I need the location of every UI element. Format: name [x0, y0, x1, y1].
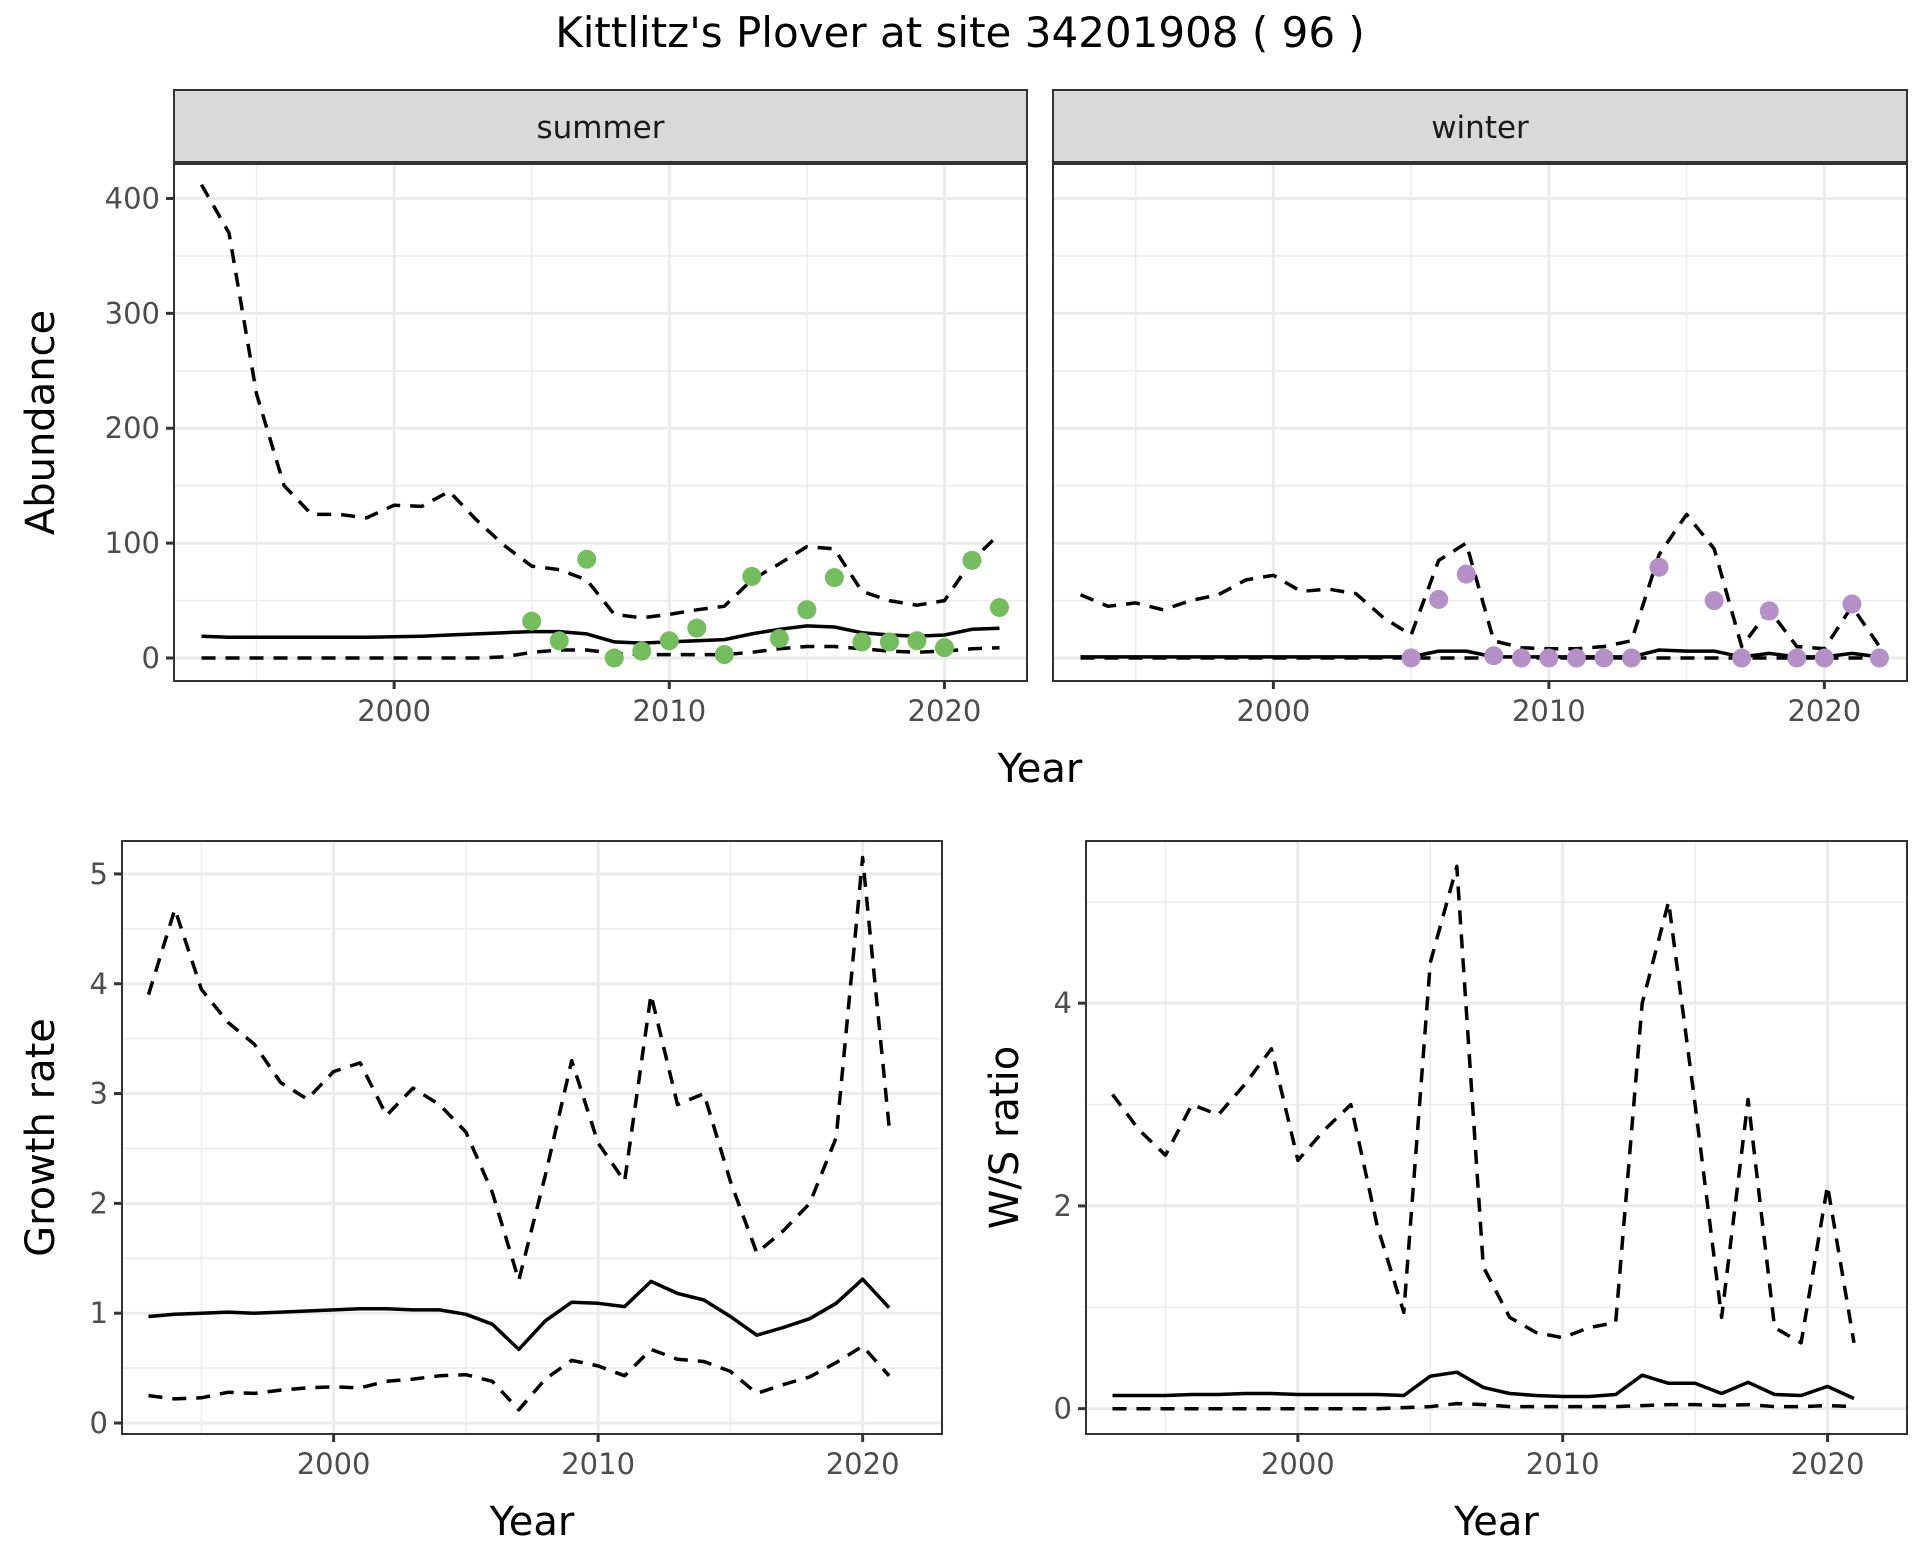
x-tick-label: 2010 — [632, 694, 706, 728]
y-tick-label: 0 — [142, 641, 160, 675]
x-tick-label: 2010 — [561, 1447, 635, 1481]
observed-point — [714, 645, 734, 665]
panel-border — [121, 840, 943, 1435]
observed-point — [879, 632, 899, 652]
y-tick-label: 4 — [90, 967, 108, 1001]
observed-point — [1732, 648, 1752, 668]
facet-strip-label: summer — [536, 110, 664, 146]
observed-point — [1511, 648, 1531, 668]
y-tick-label: 100 — [105, 526, 160, 560]
observed-point — [1759, 601, 1779, 621]
observed-point — [907, 631, 927, 651]
observed-point — [1484, 646, 1504, 666]
upper-ci-line — [199, 183, 1001, 620]
panel-background — [1086, 841, 1907, 1434]
observed-point — [824, 568, 844, 588]
upper-ci-line — [146, 855, 891, 1283]
y-tick-label: 400 — [105, 181, 160, 215]
observed-point — [934, 638, 954, 658]
observed-point — [1539, 648, 1559, 668]
x-tick-label: 2010 — [1512, 694, 1586, 728]
x-tick-label: 2020 — [1787, 694, 1861, 728]
panel-background — [174, 164, 1027, 681]
observed-point — [632, 641, 652, 661]
mean-line — [201, 624, 1000, 645]
observed-point — [742, 566, 762, 586]
observed-point — [1594, 648, 1614, 668]
observed-point — [604, 648, 624, 668]
x-tick-label: 2010 — [1526, 1447, 1600, 1481]
x-tick-label: 2000 — [1236, 694, 1310, 728]
y-tick-label: 4 — [1054, 986, 1072, 1020]
observed-point — [1814, 648, 1834, 668]
observed-point — [1429, 589, 1449, 609]
x-tick-label: 2000 — [357, 694, 431, 728]
lower-ci-line — [201, 644, 1000, 660]
observed-point — [797, 600, 817, 620]
mean-line — [148, 1277, 891, 1352]
observed-point — [1787, 648, 1807, 668]
x-axis-title: Year — [997, 746, 1083, 792]
observed-point — [1566, 648, 1586, 668]
observed-point — [1401, 648, 1421, 668]
observed-point — [659, 631, 679, 651]
y-tick-label: 2 — [90, 1186, 108, 1220]
y-axis-title: Abundance — [18, 310, 64, 535]
x-axis-title: Year — [489, 1499, 575, 1545]
x-axis-title: Year — [1453, 1499, 1539, 1545]
observed-point — [1869, 648, 1889, 668]
observed-point — [852, 632, 872, 652]
y-tick-label: 300 — [105, 296, 160, 330]
observed-point — [687, 618, 707, 638]
observed-point — [1649, 557, 1669, 577]
y-tick-label: 0 — [90, 1406, 108, 1440]
panel-background — [122, 841, 942, 1434]
x-tick-label: 2020 — [826, 1447, 900, 1481]
y-tick-label: 5 — [90, 857, 108, 891]
mean-line — [1112, 1370, 1855, 1401]
panel-background — [1053, 164, 1907, 681]
observed-point — [1456, 564, 1476, 584]
observed-point — [1622, 648, 1642, 668]
abundance-summer-panel — [166, 89, 1028, 689]
observed-point — [962, 550, 982, 570]
ws-ratio-panel — [1078, 840, 1908, 1442]
observed-point — [769, 628, 789, 648]
observed-point — [549, 631, 569, 651]
observed-point — [577, 549, 597, 569]
panel-border — [1085, 840, 1908, 1435]
facet-strip-label: winter — [1431, 110, 1529, 146]
observed-point — [989, 597, 1009, 617]
abundance-winter-panel — [1052, 89, 1908, 689]
observed-point — [1842, 594, 1862, 614]
upper-ci-line — [1111, 864, 1856, 1345]
y-axis-title: Growth rate — [18, 1018, 64, 1257]
x-tick-label: 2000 — [297, 1447, 371, 1481]
figure-title: Kittlitz's Plover at site 34201908 ( 96 … — [555, 8, 1365, 57]
y-tick-label: 0 — [1054, 1392, 1072, 1426]
y-axis-title: W/S ratio — [982, 1046, 1028, 1229]
growth-panel — [114, 840, 943, 1442]
y-tick-label: 3 — [90, 1077, 108, 1111]
x-tick-label: 2000 — [1261, 1447, 1335, 1481]
y-tick-label: 2 — [1054, 1189, 1072, 1223]
facet-strip-winter — [1052, 89, 1908, 163]
y-tick-label: 1 — [90, 1296, 108, 1330]
lower-ci-line — [148, 1344, 891, 1412]
facet-strip-summer — [173, 89, 1028, 163]
observed-point — [522, 611, 542, 631]
x-tick-label: 2020 — [908, 694, 982, 728]
y-tick-label: 200 — [105, 411, 160, 445]
observed-point — [1704, 591, 1724, 611]
x-tick-label: 2020 — [1791, 1447, 1865, 1481]
lower-ci-line — [1112, 1401, 1855, 1411]
